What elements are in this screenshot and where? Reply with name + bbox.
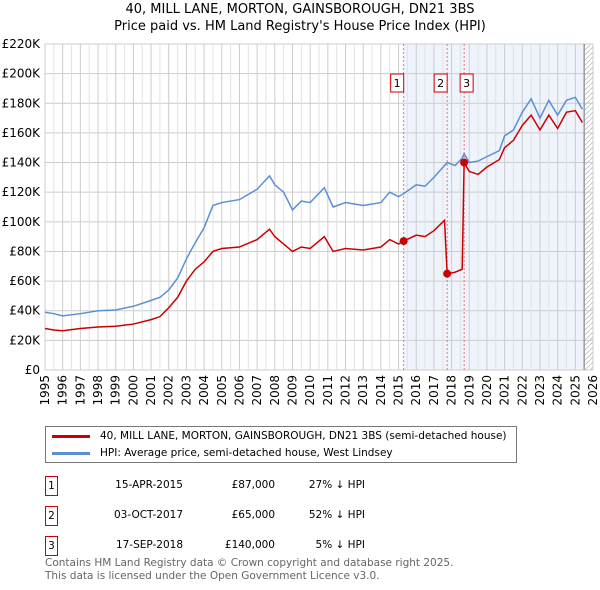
footer: Contains HM Land Registry data © Crown c…: [45, 557, 453, 583]
y-tick-label: £140K: [2, 156, 42, 170]
x-tick-label: 1998: [91, 375, 105, 406]
x-tick-label: 2020: [480, 375, 494, 406]
legend-item-property: 40, MILL LANE, MORTON, GAINSBOROUGH, DN2…: [52, 428, 507, 444]
y-tick-label: £200K: [2, 67, 42, 81]
x-tick-label: 2019: [462, 375, 476, 406]
y-tick-label: £180K: [2, 96, 42, 110]
y-tick-label: £220K: [2, 37, 42, 51]
sale-date: 03-OCT-2017: [114, 509, 183, 521]
sale-hpi-diff: 27% ↓ HPI: [308, 479, 365, 491]
x-tick-label: 2005: [215, 375, 229, 406]
legend-label: 40, MILL LANE, MORTON, GAINSBOROUGH, DN2…: [100, 430, 507, 442]
x-tick-label: 2009: [285, 375, 299, 406]
x-tick-label: 2010: [303, 375, 317, 406]
legend-label: HPI: Average price, semi-detached house,…: [100, 447, 393, 459]
y-tick-label: £120K: [2, 185, 42, 199]
x-tick-label: 2003: [179, 375, 193, 406]
x-tick-label: 2015: [392, 375, 406, 406]
y-tick-label: £20K: [9, 333, 41, 347]
x-tick-label: 2024: [551, 375, 565, 406]
legend: 40, MILL LANE, MORTON, GAINSBOROUGH, DN2…: [45, 426, 517, 463]
x-tick-label: 2023: [533, 375, 547, 406]
y-tick-label: £0: [25, 363, 40, 377]
legend-swatch-blue: [52, 451, 90, 455]
footer-line1: Contains HM Land Registry data © Crown c…: [45, 557, 454, 569]
x-tick-label: 2006: [232, 375, 246, 406]
y-tick-label: £40K: [9, 304, 41, 318]
property-price-line: [44, 109, 584, 332]
x-tick-label: 2002: [162, 375, 176, 406]
sale-marker-label: 2: [437, 77, 444, 90]
sale-marker-label: 3: [463, 77, 470, 90]
hpi-line: [44, 96, 584, 317]
sale-date: 17-SEP-2018: [115, 539, 183, 551]
x-tick-label: 2025: [568, 375, 582, 406]
x-tick-label: 2017: [427, 375, 441, 406]
forecast-hatch: [584, 44, 593, 370]
sale-point: [460, 158, 469, 167]
y-tick-label: £60K: [9, 274, 41, 288]
sale-hpi-diff: 52% ↓ HPI: [308, 509, 365, 521]
x-tick-label: 2007: [250, 375, 264, 406]
price-chart: £0 £20K £40K £60K £80K £100K £120K £140K £160K £1…: [2, 37, 600, 406]
sale-marker-box: [433, 73, 448, 93]
shaded-period: [403, 44, 585, 370]
x-tick-label: 2013: [356, 375, 370, 406]
sale-price: £140,000: [224, 539, 275, 551]
x-tick-label: 1997: [73, 375, 87, 406]
legend-swatch-red: [52, 434, 90, 438]
y-tick-label: £100K: [2, 215, 42, 229]
x-tick-label: 1995: [38, 375, 52, 406]
sale-marker-box: [459, 73, 474, 93]
x-tick-label: 2000: [126, 375, 140, 406]
sale-marker-label: 1: [394, 77, 401, 90]
x-tick-label: 2012: [339, 375, 353, 406]
legend-item-hpi: HPI: Average price, semi-detached house,…: [52, 445, 393, 461]
x-tick-label: 2021: [498, 375, 512, 406]
sale-row: 2 03-OCT-2017 £65,000 52% ↓ HPI: [45, 506, 365, 526]
sale-marker-badge: 3: [45, 536, 58, 556]
chart-title: 40, MILL LANE, MORTON, GAINSBOROUGH, DN2…: [125, 2, 475, 17]
x-tick-label: 2004: [197, 375, 211, 406]
sale-point: [443, 269, 452, 278]
x-tick-label: 2014: [374, 375, 388, 406]
footer-line2: This data is licensed under the Open Gov…: [45, 570, 380, 582]
sale-price: £87,000: [231, 479, 275, 491]
x-tick-label: 1996: [56, 375, 70, 406]
x-tick-label: 2011: [321, 375, 335, 406]
x-tick-label: 2018: [445, 375, 459, 406]
sale-point: [399, 237, 408, 246]
x-tick-label: 2001: [144, 375, 158, 406]
x-tick-label: 1999: [109, 375, 123, 406]
sale-price: £65,000: [231, 509, 275, 521]
sale-marker-badge: 1: [45, 476, 58, 496]
x-tick-label: 2022: [515, 375, 529, 406]
sale-hpi-diff: 5% ↓ HPI: [315, 539, 365, 551]
chart-subtitle: Price paid vs. HM Land Registry's House …: [114, 19, 486, 34]
y-tick-label: £80K: [9, 244, 41, 258]
y-tick-label: £160K: [2, 126, 42, 140]
sale-row: 1 15-APR-2015 £87,000 27% ↓ HPI: [45, 476, 365, 496]
sale-date: 15-APR-2015: [115, 479, 183, 491]
x-tick-label: 2026: [586, 375, 600, 406]
x-tick-label: 2008: [268, 375, 282, 406]
sale-row: 3 17-SEP-2018 £140,000 5% ↓ HPI: [45, 536, 365, 556]
sale-marker-box: [390, 73, 405, 93]
sale-marker-badge: 2: [45, 506, 58, 526]
x-tick-label: 2016: [409, 375, 423, 406]
